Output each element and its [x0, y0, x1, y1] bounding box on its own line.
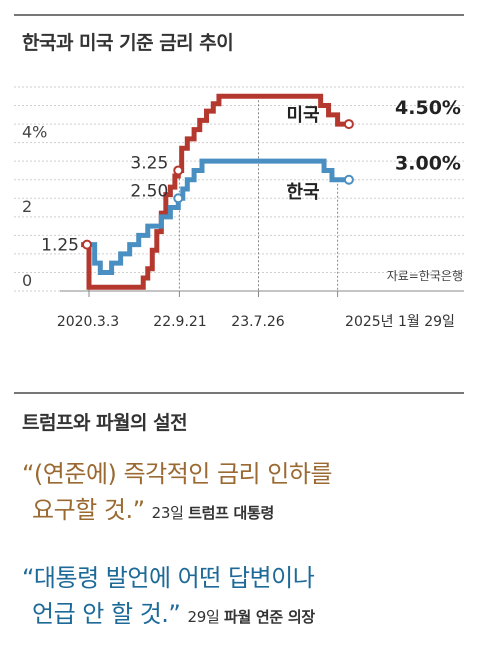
x-tick-label: 2020.3.3 [57, 314, 119, 330]
powell-attribution: 29일 파월 연준 의장 [187, 608, 316, 626]
x-tick-label: 22.9.21 [153, 314, 206, 330]
middle-rule [14, 392, 464, 394]
annotation-marker [82, 239, 92, 250]
trump-quote-line2: 요구할 것.” [32, 496, 145, 524]
series-end-value: 4.50% [395, 97, 461, 119]
annotation-marker [173, 193, 184, 204]
powell-attribution-name: 파월 연준 의장 [223, 608, 315, 626]
source-label: 자료=한국은행 [387, 268, 463, 283]
powell-quote-line2: 언급 안 할 것.” [32, 600, 181, 628]
annotation-label: 1.25 [41, 236, 79, 256]
series-end-marker [343, 119, 354, 130]
series-lines [81, 93, 354, 290]
powell-attribution-date: 29일 [187, 608, 220, 626]
series-end-value: 3.00% [395, 153, 461, 175]
annotation-marker [173, 165, 184, 176]
y-tick-label: 0 [22, 271, 32, 290]
trump-attribution: 23일 트럼프 대통령 [151, 504, 275, 522]
top-rule [14, 14, 464, 16]
trump-quote: “(연준에) 즉각적인 금리 인하를 요구할 것.” 23일 트럼프 대통령 [22, 456, 462, 531]
annotation-label: 3.25 [130, 153, 168, 173]
powell-quote-line2-row: 언급 안 할 것.” 29일 파월 연준 의장 [22, 596, 462, 635]
chart-title: 한국과 미국 기준 금리 추이 [22, 32, 234, 54]
series-end-marker [343, 174, 354, 185]
rate-chart: 0 2 4% 2020.3.3 22.9.21 23.7.26 2025년 1월 29일 자… [14, 86, 464, 330]
powell-quote: “대통령 발언에 어떤 답변이나 언급 안 할 것.” 29일 파월 연준 의장 [22, 560, 462, 635]
x-tick-label: 2025년 1월 29일 [345, 314, 455, 330]
series-line [81, 93, 349, 290]
trump-quote-line2-row: 요구할 것.” 23일 트럼프 대통령 [22, 492, 462, 531]
series-name-label: 미국 [286, 105, 319, 126]
trump-attribution-date: 23일 [151, 504, 184, 522]
series-name-label: 한국 [286, 182, 319, 203]
x-tick-label: 23.7.26 [231, 314, 285, 330]
series-line [86, 158, 349, 275]
powell-quote-line1: “대통령 발언에 어떤 답변이나 [22, 564, 315, 592]
trump-attribution-name: 트럼프 대통령 [188, 504, 275, 522]
annotation-label: 2.50 [130, 181, 168, 201]
y-tick-label: 2 [22, 197, 32, 216]
section2-title: 트럼프와 파월의 설전 [22, 412, 188, 434]
x-axis: 2020.3.3 22.9.21 23.7.26 2025년 1월 29일 자료=한국은… [57, 96, 464, 330]
y-tick-label: 4% [22, 123, 47, 142]
series-labels: 미국 4.50% 한국 3.00% 1.25 2.50 3.25 [41, 97, 461, 256]
y-axis-ticks: 0 2 4% [22, 123, 47, 290]
trump-quote-line1: “(연준에) 즉각적인 금리 인하를 [22, 460, 333, 488]
